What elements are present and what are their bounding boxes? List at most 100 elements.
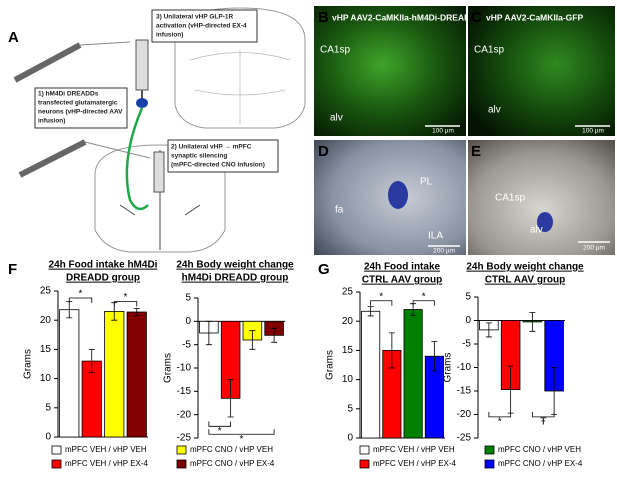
y-tick-label: -25 — [177, 433, 192, 444]
region-label: PL — [420, 177, 433, 188]
error-bar — [249, 330, 256, 350]
error-bar — [485, 322, 492, 338]
legend-swatch — [51, 459, 62, 469]
scale-label: 200 µm — [433, 248, 455, 255]
y-tick-label: 10 — [342, 374, 354, 385]
panel-c: C vHP AAV2-CaMKIIa-GFP CA1sp alv 100 µm — [468, 6, 615, 136]
legend-label: mPFC CNO / vHP VEH — [190, 445, 273, 454]
y-tick-label: -5 — [182, 339, 191, 350]
bar — [59, 309, 80, 438]
y-tick-label: 5 — [465, 292, 471, 303]
step-text: infusion) — [38, 118, 65, 125]
legend-swatch — [484, 459, 495, 469]
significance-label: * — [422, 291, 426, 302]
region-label: CA1sp — [495, 193, 525, 204]
bar — [126, 311, 147, 438]
y-axis-label: Grams — [163, 353, 174, 383]
significance-label: Ŧ — [540, 416, 546, 427]
region-label: alv — [488, 105, 501, 116]
legend-swatch — [176, 445, 187, 455]
significance-bracket — [68, 297, 93, 304]
significance-label: * — [498, 416, 502, 427]
error-bar — [271, 327, 278, 343]
step-box — [34, 87, 128, 129]
chart-title: 24h Food intake — [364, 262, 441, 273]
y-tick-label: -15 — [457, 386, 472, 397]
significance-bracket — [113, 301, 138, 307]
bar — [104, 311, 125, 438]
y-tick-label: 25 — [40, 286, 52, 297]
panel-label: B — [318, 9, 329, 26]
injection-site — [537, 212, 553, 232]
legend-swatch — [359, 459, 370, 469]
y-tick-label: 0 — [185, 316, 191, 327]
step-text: 3) Unilateral vHP GLP-1R — [156, 14, 233, 21]
y-tick-label: -15 — [177, 386, 192, 397]
panel-d: D PL fa ILA 200 µm — [314, 140, 466, 255]
y-tick-label: -5 — [462, 339, 471, 350]
step-text: infusion) — [156, 32, 183, 39]
legend-label: mPFC VEH / vHP EX-4 — [373, 459, 457, 468]
y-tick-label: 5 — [185, 293, 191, 304]
chart-title: CTRL AAV group — [362, 275, 442, 286]
panel-label: F — [8, 261, 17, 278]
region-label: alv — [330, 113, 343, 124]
bar — [361, 310, 381, 439]
error-bar — [431, 341, 438, 372]
injection-site — [136, 98, 148, 108]
error-bar — [529, 312, 536, 332]
significance-bracket — [208, 429, 275, 435]
legend-label: mPFC VEH / vHP VEH — [373, 445, 455, 454]
micrograph — [314, 6, 466, 136]
y-tick-label: 0 — [45, 432, 51, 443]
panel-label: E — [471, 143, 481, 160]
significance-bracket — [488, 411, 512, 418]
y-tick-label: 20 — [40, 315, 52, 326]
chart-title: 24h Body weight change — [466, 262, 584, 273]
significance-bracket — [208, 421, 232, 427]
brain-detail — [189, 50, 291, 125]
legend-swatch — [51, 445, 62, 455]
step-text: (mPFC-directed CNO infusion) — [171, 162, 265, 169]
panel-label: C — [471, 9, 482, 26]
legend-swatch — [484, 445, 495, 455]
y-axis-label: Grams — [443, 353, 454, 383]
significance-label: * — [218, 426, 222, 437]
image-title: vHP AAV2-CaMKIIa-GFP — [486, 12, 583, 22]
legend-label: mPFC VEH / vHP EX-4 — [65, 459, 149, 468]
injection-site — [388, 181, 408, 209]
significance-bracket — [370, 300, 393, 306]
region-label: ILA — [428, 231, 443, 242]
error-bar — [367, 306, 374, 317]
y-tick-label: -25 — [457, 433, 472, 444]
step-box — [151, 9, 258, 43]
step-text: synaptic silencing — [171, 153, 227, 160]
y-axis-label: Grams — [23, 349, 34, 379]
step-text: 2) Unilateral vHP → mPFC — [171, 144, 252, 151]
y-tick-label: 0 — [347, 433, 353, 444]
bar — [403, 309, 423, 439]
chart-title: 24h Body weight change — [176, 260, 294, 271]
step-text: activation (vHP-directed EX-4 — [156, 23, 247, 30]
region-label: CA1sp — [320, 45, 350, 56]
tubing — [84, 141, 151, 159]
panel-a: A 3) Unilateral vHP GLP-1R activation (v… — [8, 7, 306, 253]
y-tick-label: 5 — [347, 403, 353, 414]
significance-bracket — [412, 300, 435, 306]
y-tick-label: 25 — [342, 287, 354, 298]
syringe — [13, 42, 82, 83]
legend-label: mPFC CNO / vHP VEH — [498, 445, 581, 454]
projection — [125, 107, 149, 211]
cannula — [135, 39, 149, 91]
panel-e: E CA1sp alv 200 µm — [468, 140, 615, 255]
error-bar — [88, 349, 95, 374]
region-label: alv — [530, 225, 543, 236]
micrograph — [468, 6, 615, 136]
legend-swatch — [359, 445, 370, 455]
y-tick-label: -10 — [457, 362, 472, 373]
significance-label: * — [124, 292, 128, 303]
y-tick-label: -20 — [457, 409, 472, 420]
scale-label: 200 µm — [583, 245, 605, 252]
legend-swatch — [176, 459, 187, 469]
